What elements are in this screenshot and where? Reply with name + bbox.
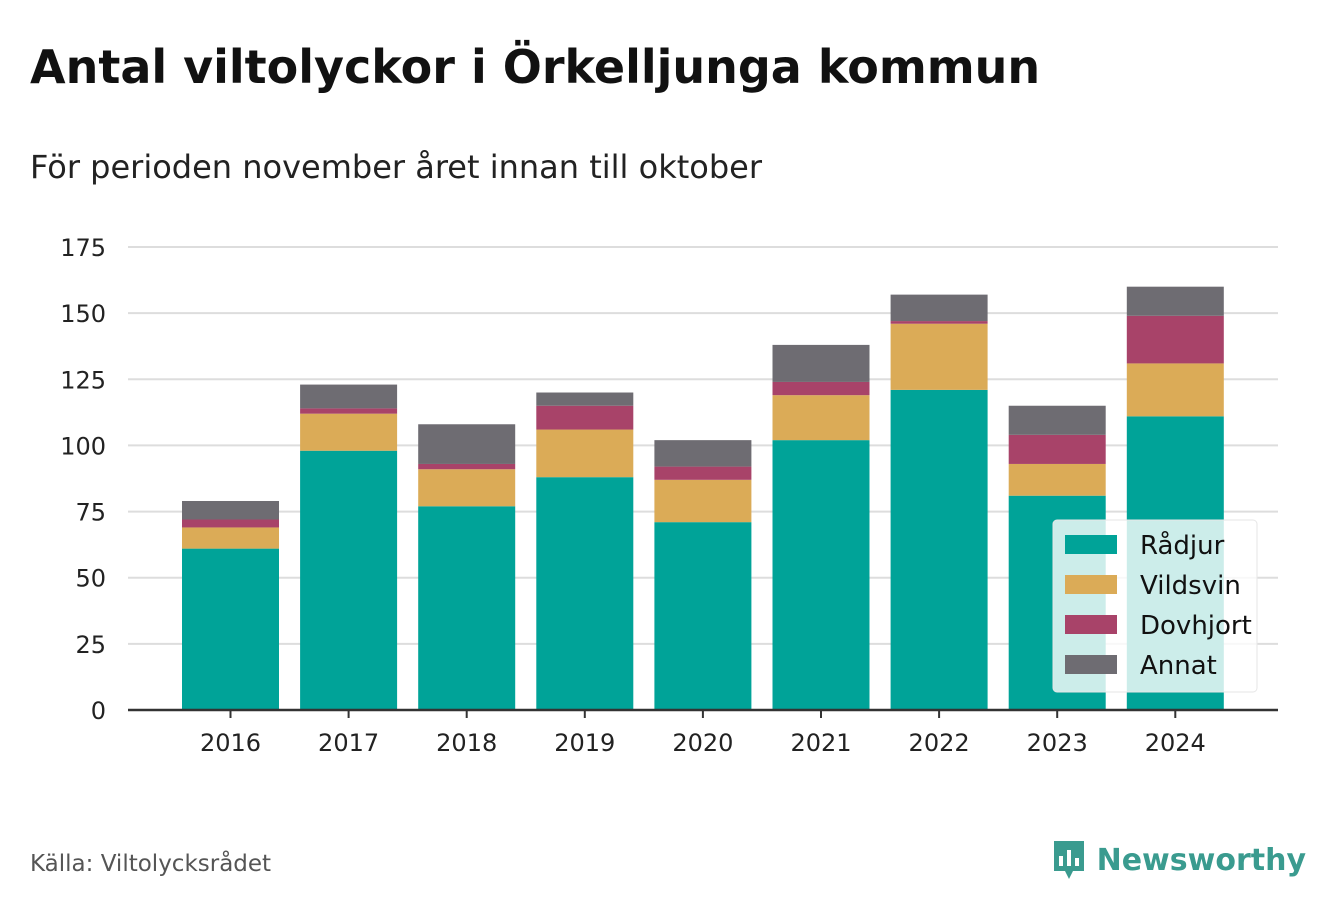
bar-segment-vildsvin-2021 [772, 395, 870, 441]
y-tick-label: 125 [60, 366, 106, 394]
bar-segment-dovhjort-2024 [1126, 315, 1224, 364]
legend-swatch-dovhjort [1065, 615, 1117, 634]
newsworthy-logo-icon [1053, 841, 1084, 879]
bar-segment-rådjur-2021 [772, 440, 870, 710]
y-tick-label: 50 [75, 565, 106, 593]
y-tick-label: 0 [91, 697, 106, 725]
legend-label: Annat [1140, 651, 1217, 681]
y-tick-label: 175 [60, 234, 106, 262]
legend-box [1052, 519, 1258, 693]
bar-segment-annat-2017 [300, 384, 398, 409]
legend-label: Rådjur [1140, 530, 1225, 561]
bar-segment-annat-2023 [1008, 405, 1106, 435]
bar-segment-dovhjort-2022 [890, 321, 988, 324]
bar-segment-rådjur-2020 [654, 522, 752, 710]
x-tick-label: 2019 [554, 729, 615, 757]
bar-segment-rådjur-2017 [300, 450, 398, 710]
legend-swatch-rådjur [1065, 535, 1117, 554]
y-tick-label: 25 [75, 631, 106, 659]
bar-segment-vildsvin-2023 [1008, 463, 1106, 496]
bar-segment-dovhjort-2016 [182, 519, 279, 528]
bar-segment-rådjur-2016 [182, 548, 279, 710]
x-tick-label: 2024 [1145, 729, 1206, 757]
bar-segment-vildsvin-2017 [300, 413, 398, 451]
bar-segment-dovhjort-2018 [418, 463, 516, 470]
bar-segment-vildsvin-2018 [418, 469, 516, 507]
x-tick-label: 2020 [672, 729, 733, 757]
bar-segment-annat-2021 [772, 344, 870, 382]
brand: Newsworthy [1051, 838, 1306, 882]
x-tick-label: 2023 [1027, 729, 1088, 757]
y-tick-label: 150 [60, 300, 106, 328]
x-tick-label: 2017 [318, 729, 379, 757]
bar-segment-annat-2024 [1126, 286, 1224, 316]
bar-segment-dovhjort-2023 [1008, 434, 1106, 464]
bar-segment-vildsvin-2022 [890, 323, 988, 390]
bar-segment-vildsvin-2019 [536, 429, 634, 478]
x-tick-label: 2021 [790, 729, 851, 757]
bar-segment-rådjur-2022 [890, 389, 988, 710]
y-tick-label: 100 [60, 432, 106, 460]
x-tick-label: 2018 [436, 729, 497, 757]
bar-segment-annat-2018 [418, 424, 516, 464]
legend-label: Vildsvin [1140, 571, 1241, 601]
x-tick-label: 2022 [909, 729, 970, 757]
chart-title: Antal viltolyckor i Örkelljunga kommun [30, 40, 1041, 94]
bar-segment-vildsvin-2016 [182, 527, 279, 549]
bar-segment-dovhjort-2021 [772, 381, 870, 396]
x-tick-label: 2016 [200, 729, 261, 757]
bar-segment-vildsvin-2020 [654, 479, 752, 523]
y-tick-label: 75 [75, 499, 106, 527]
brand-name: Newsworthy [1096, 842, 1306, 878]
bar-segment-annat-2022 [890, 294, 988, 322]
bar-segment-vildsvin-2024 [1126, 363, 1224, 417]
legend-label: Dovhjort [1140, 611, 1252, 641]
bar-segment-annat-2020 [654, 440, 752, 467]
bar-segment-annat-2016 [182, 500, 279, 520]
legend-swatch-annat [1065, 655, 1117, 674]
bar-segment-annat-2019 [536, 392, 634, 406]
bar-segment-dovhjort-2020 [654, 466, 752, 480]
legend-swatch-vildsvin [1065, 575, 1117, 594]
bar-segment-rådjur-2018 [418, 506, 516, 710]
bar-segment-dovhjort-2017 [300, 408, 398, 414]
bar-segment-rådjur-2019 [536, 477, 634, 710]
bar-segment-dovhjort-2019 [536, 405, 634, 430]
source-note: Källa: Viltolycksrådet [30, 851, 272, 877]
chart-subtitle: För perioden november året innan till ok… [30, 148, 762, 186]
